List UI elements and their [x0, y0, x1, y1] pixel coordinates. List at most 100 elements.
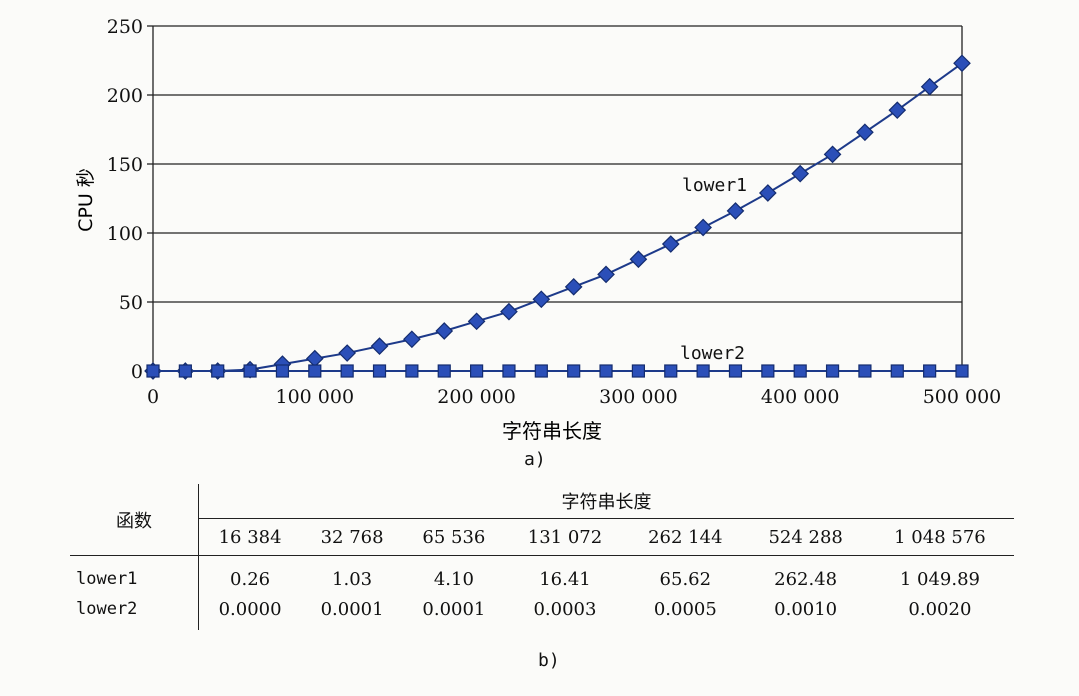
data-point: [629, 250, 648, 269]
func-header: 函数: [70, 484, 199, 556]
table-cell: 1.03: [301, 555, 403, 594]
data-point: [405, 364, 419, 378]
x-tick-label: 100 000: [276, 386, 355, 408]
y-tick-label: 0: [131, 361, 143, 383]
table-cell: 1 049.89: [865, 555, 1014, 594]
x-tick-label: 300 000: [599, 386, 678, 408]
y-tick-label: 250: [107, 16, 143, 38]
series-lower2: [146, 364, 969, 378]
series-group: [144, 54, 971, 380]
data-point: [211, 364, 225, 378]
series-label-lower2: lower2: [680, 343, 745, 364]
table-cell: 262.48: [745, 555, 866, 594]
caption-b: b): [538, 650, 560, 671]
caption-a: a): [524, 449, 546, 470]
data-point: [726, 202, 745, 220]
data-point: [597, 265, 615, 284]
table-cell: 0.0001: [422, 598, 486, 620]
data-point: [146, 364, 160, 378]
data-point: [890, 364, 904, 378]
table-cell: 0.0005: [653, 598, 717, 620]
column-header: 524 288: [768, 526, 843, 548]
data-point: [275, 364, 290, 378]
series-label-lower1: lower1: [682, 175, 747, 196]
data-point: [470, 364, 484, 378]
data-point: [338, 344, 357, 362]
data-point: [920, 77, 939, 96]
data-point: [340, 364, 354, 378]
data-point: [955, 364, 969, 378]
table-cell: 16.41: [504, 555, 626, 594]
y-axis-label: CPU 秒: [75, 168, 97, 232]
table-cell: 0.0000: [218, 598, 282, 620]
data-point: [888, 101, 907, 120]
y-tick-label: 150: [107, 154, 143, 176]
data-point: [825, 364, 840, 378]
data-point: [437, 364, 451, 378]
x-axis-label: 字符串长度: [502, 419, 602, 443]
table-cell: 0.0001: [320, 598, 384, 620]
data-point: [664, 364, 678, 378]
table-row: lower1 0.26 1.03 4.10 16.41 65.62 262.48 1 049.…: [70, 555, 1014, 594]
data-point: [305, 349, 324, 368]
data-point: [564, 277, 583, 296]
data-point: [532, 290, 551, 309]
data-point: [372, 364, 387, 378]
data-point: [403, 330, 421, 349]
data-point: [696, 364, 710, 378]
table-row: lower2 0.0000 0.0001 0.0001 0.0003 0.0005 0.00…: [70, 594, 1014, 630]
data-point: [953, 54, 971, 73]
column-header: 32 768: [320, 526, 384, 548]
y-tick-label: 50: [119, 292, 143, 314]
data-point: [631, 364, 646, 378]
data-point: [791, 164, 810, 183]
x-tick-label: 500 000: [923, 386, 1002, 408]
series-lower1: [144, 54, 971, 380]
data-point: [534, 364, 548, 378]
data-point: [758, 184, 777, 202]
table-cell: 4.10: [402, 555, 505, 594]
data-point: [599, 364, 613, 378]
column-header: 16 384: [218, 526, 282, 548]
function-name: lower1: [70, 555, 199, 594]
data-point: [567, 364, 581, 378]
data-point: [435, 322, 454, 340]
data-point: [500, 302, 518, 321]
axes: [147, 25, 963, 377]
column-header: 262 144: [648, 526, 723, 548]
grid-lines: [153, 25, 962, 372]
table-cell: 0.0010: [774, 598, 838, 620]
data-point: [923, 364, 937, 378]
data-point: [856, 123, 874, 142]
table-cell: 0.0003: [533, 598, 597, 620]
data-point: [858, 364, 872, 378]
data-point: [370, 337, 389, 356]
data-point: [694, 218, 712, 237]
column-header-row: 16 384 32 768 65 536 131 072 262 144 524 288 1…: [70, 519, 1014, 556]
table-cell: 0.26: [198, 555, 302, 594]
length-header: 字符串长度: [198, 484, 1014, 519]
data-point: [308, 364, 322, 378]
data-point: [467, 312, 486, 331]
data-point: [793, 364, 807, 378]
table-cell: 0.0020: [908, 598, 972, 620]
data-point: [243, 364, 257, 378]
x-tick-label: 400 000: [761, 386, 840, 408]
data-point: [761, 364, 775, 378]
column-header: 131 072: [527, 526, 603, 548]
timing-table: 函数 字符串长度 16 384 32 768 65 536 131 072 262 14…: [70, 484, 1014, 630]
data-point: [823, 145, 842, 164]
column-header: 1 048 576: [894, 526, 986, 548]
function-name: lower2: [70, 594, 199, 630]
y-tick-label: 100: [107, 223, 143, 245]
data-point: [661, 235, 680, 253]
cpu-time-line-chart: 0 50 100 150 200 250 0 100 000 200 000 300 000 400…: [75, 16, 1002, 443]
y-tick-label: 200: [107, 85, 143, 107]
column-header: 65 536: [422, 526, 486, 548]
tick-labels: 0 50 100 150 200 250 0 100 000 200 000 300 000 400…: [107, 16, 1002, 408]
x-tick-label: 0: [147, 386, 159, 408]
data-point: [178, 364, 192, 378]
series-line-lower1: [153, 62, 963, 372]
table-cell: 65.62: [625, 555, 746, 594]
x-tick-label: 200 000: [437, 386, 516, 408]
